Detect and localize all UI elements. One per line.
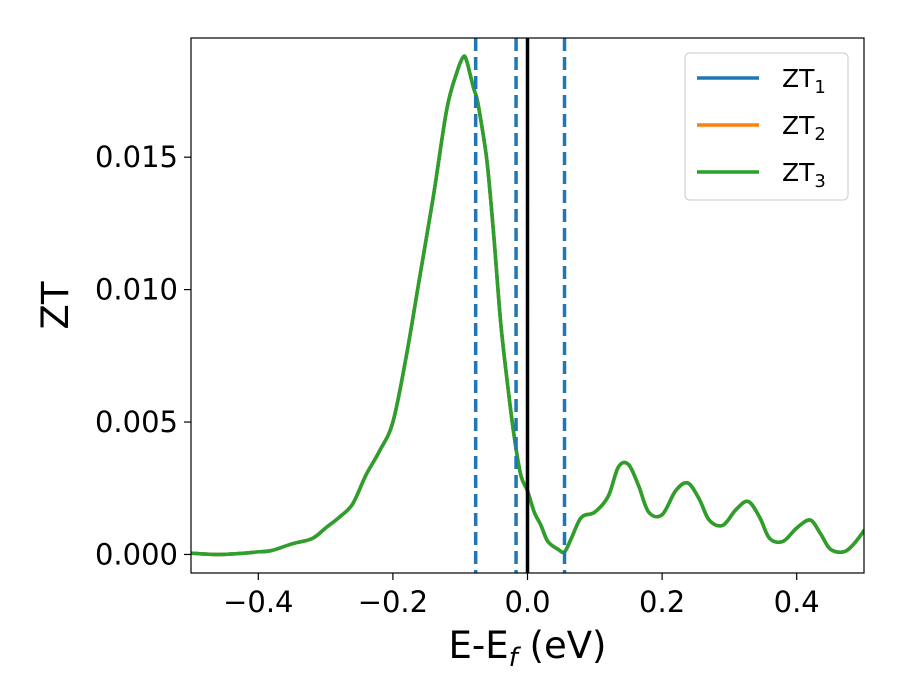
y-axis-ticks: 0.000 0.005 0.010 0.015 <box>95 140 191 571</box>
x-tick-label: −0.4 <box>223 585 293 619</box>
y-axis-title: ZT <box>34 281 77 329</box>
x-axis-title-main: E-E <box>449 624 509 667</box>
legend-frame <box>684 52 849 201</box>
legend-label-zt1: ZT1 <box>782 64 826 98</box>
legend: ZT1 ZT2 ZT3 <box>684 52 849 201</box>
legend-entries: ZT1 ZT2 ZT3 <box>697 64 826 192</box>
legend-label-zt3: ZT3 <box>782 158 826 192</box>
x-axis-title: E-Ef (eV) <box>449 624 607 673</box>
y-tick-label: 0.015 <box>95 140 178 174</box>
y-tick-label: 0.000 <box>95 537 178 571</box>
x-axis-ticks: −0.4 −0.2 0.0 0.2 0.4 <box>223 573 820 619</box>
x-tick-label: 0.4 <box>774 585 820 619</box>
x-tick-label: −0.2 <box>358 585 428 619</box>
x-tick-label: 0.0 <box>504 585 550 619</box>
y-tick-label: 0.005 <box>95 405 178 439</box>
x-axis-title-tail: (eV) <box>518 624 607 667</box>
reference-lines <box>473 38 567 573</box>
legend-label-zt2: ZT2 <box>782 111 826 145</box>
x-tick-label: 0.2 <box>639 585 685 619</box>
y-tick-label: 0.010 <box>95 273 178 307</box>
